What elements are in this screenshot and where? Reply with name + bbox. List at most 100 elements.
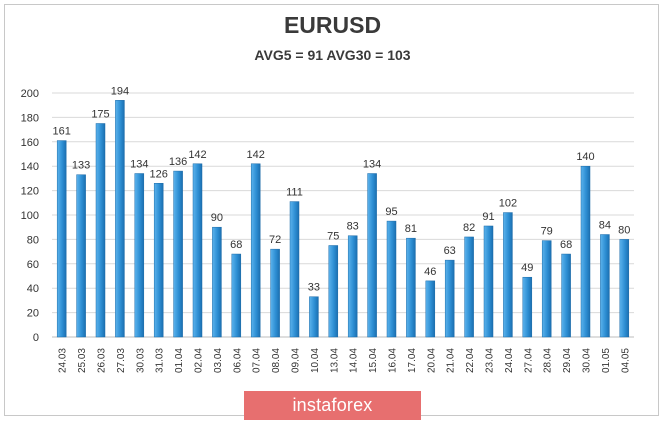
x-tick-label: 03.04 [213,348,224,373]
y-tick-label: 140 [21,161,39,173]
bar-10.04 [309,296,319,338]
data-label: 84 [599,220,611,232]
x-tick-label: 27.03 [116,348,127,373]
data-label: 82 [463,222,475,234]
x-tick-label: 14.04 [349,348,360,373]
data-label: 95 [385,206,397,218]
bar-02.04 [192,163,203,338]
data-label: 194 [111,85,129,97]
bar-22.04 [464,236,474,338]
bar-09.04 [289,201,300,338]
bar-27.03 [115,100,125,338]
bar-03.04 [212,226,222,338]
y-tick-label: 180 [21,112,39,124]
x-tick-label: 13.04 [329,348,340,373]
y-tick-label: 0 [33,332,39,344]
x-tick-label: 06.04 [232,348,243,373]
data-label: 83 [347,221,359,233]
data-label: 140 [576,151,594,163]
x-axis: 24.03 25.03 26.03 27.03 30.03 31.03 01.04 02.04… [58,348,632,373]
data-label: 46 [424,266,436,278]
y-tick-label: 100 [21,210,39,222]
x-tick-label: 26.03 [97,348,108,373]
x-tick-label: 23.04 [485,348,496,373]
data-label: 134 [130,159,148,171]
grid-lines [52,92,634,338]
y-tick-label: 20 [27,308,39,320]
data-label: 142 [188,149,206,161]
y-tick-label: 160 [21,137,39,149]
bar-30.03 [134,173,145,338]
y-tick-label: 80 [27,234,39,246]
data-label: 49 [521,262,533,274]
x-tick-label: 24.03 [58,348,69,373]
x-tick-label: 31.03 [155,348,166,373]
x-tick-label: 10.04 [310,348,321,373]
data-label: 91 [482,211,494,223]
bar-17.04 [406,237,416,338]
bar-06.04 [231,253,242,338]
data-label: 68 [560,239,572,251]
chart-title: EURUSD [283,12,382,38]
bar-15.04 [367,173,377,338]
data-label: 80 [618,224,630,236]
x-tick-label: 30.04 [582,348,593,373]
bar-01.05 [600,234,610,338]
x-tick-label: 01.05 [601,348,612,373]
chart-subtitle: AVG5 = 91 AVG30 = 103 [254,47,411,63]
y-tick-label: 60 [27,259,39,271]
bars: 1611331751941341261361429068142721113375… [53,85,630,338]
bar-25.03 [76,174,86,338]
bar-01.04 [173,170,183,338]
x-tick-label: 15.04 [368,348,379,373]
x-tick-label: 20.04 [426,348,437,373]
bar-20.04 [425,280,436,338]
bar-26.03 [95,123,106,338]
x-tick-label: 01.04 [174,348,185,373]
data-label: 81 [405,223,417,235]
data-label: 161 [53,126,71,138]
data-label: 72 [269,234,281,246]
bar-13.04 [328,245,339,338]
x-tick-label: 04.05 [620,348,631,373]
data-label: 136 [169,156,187,168]
bar-31.03 [153,183,164,338]
data-label: 134 [363,159,381,171]
y-tick-label: 200 [21,88,39,100]
bar-04.05 [619,239,630,338]
y-tick-label: 120 [21,186,39,198]
data-label: 79 [541,226,553,238]
x-tick-label: 17.04 [407,348,418,373]
bar-24.04 [503,212,513,338]
bar-14.04 [347,235,358,338]
bar-28.04 [541,240,552,338]
data-label: 142 [247,149,265,161]
bar-16.04 [386,220,397,338]
chart-frame [4,4,659,416]
data-label: 133 [72,160,90,172]
x-tick-label: 25.03 [77,348,88,373]
data-label: 126 [150,168,168,180]
x-tick-label: 27.04 [523,348,534,373]
data-label: 68 [230,239,242,251]
bar-29.04 [561,253,571,338]
x-tick-label: 09.04 [291,348,302,373]
bar-27.04 [522,276,533,338]
y-tick-label: 40 [27,283,39,295]
bar-24.03 [56,140,67,338]
data-label: 111 [286,187,303,199]
bar-07.04 [250,163,261,338]
x-tick-label: 29.04 [562,348,573,373]
bar-21.04 [444,259,455,338]
data-label: 33 [308,282,320,294]
x-tick-label: 28.04 [543,348,554,373]
data-label: 63 [444,245,456,257]
x-tick-label: 21.04 [446,348,457,373]
x-tick-label: 30.03 [135,348,146,373]
data-label: 75 [327,231,339,243]
bar-08.04 [270,248,280,338]
x-tick-label: 16.04 [388,348,399,373]
data-label: 175 [91,109,109,121]
bar-30.04 [580,165,591,338]
